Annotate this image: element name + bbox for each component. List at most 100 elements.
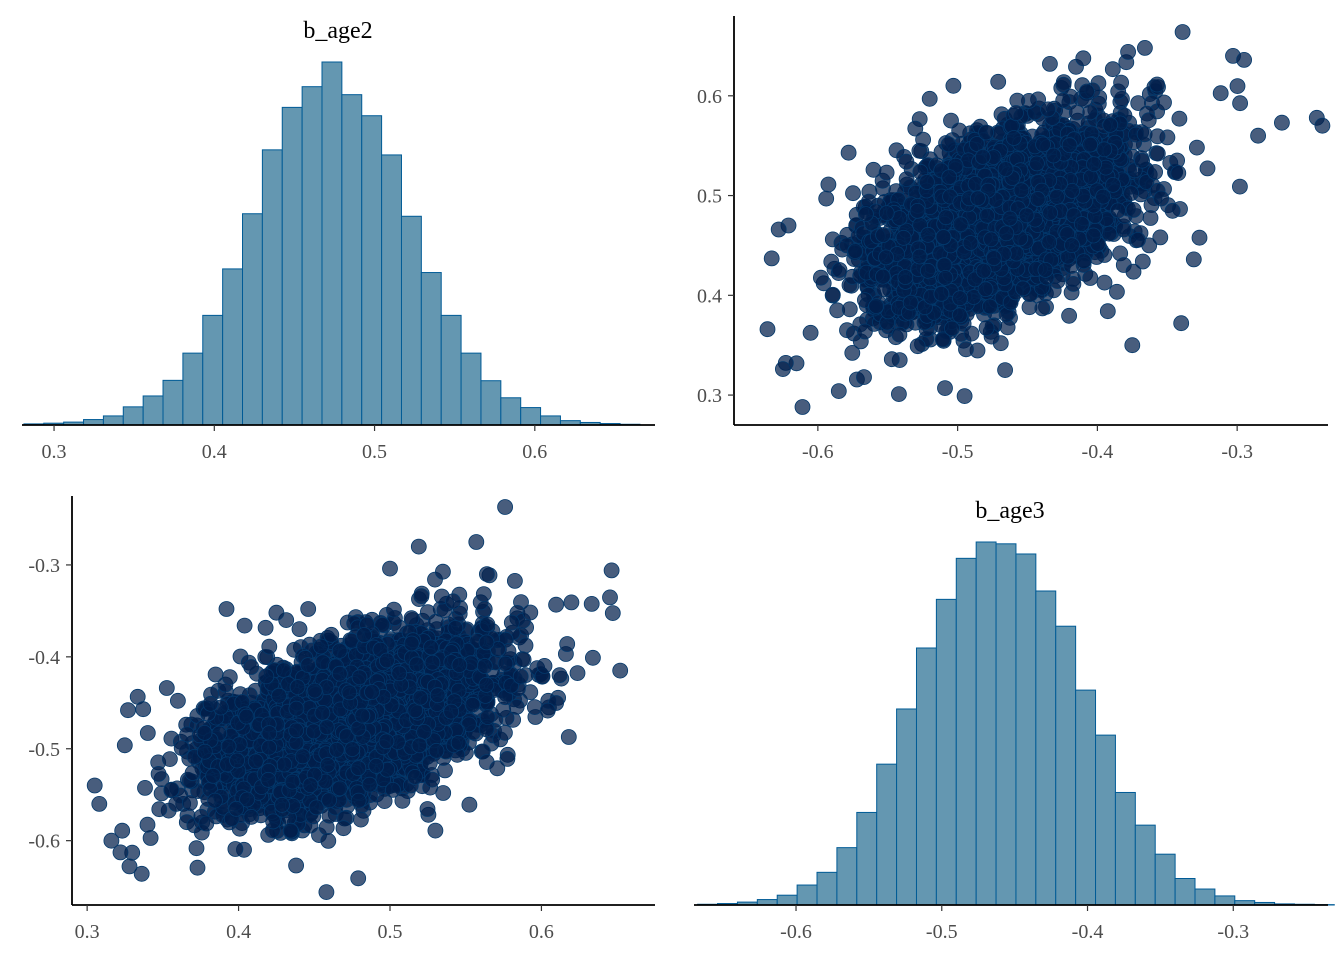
scatter-point xyxy=(1029,191,1046,207)
scatter-point xyxy=(1130,231,1146,248)
scatter-point xyxy=(1212,85,1229,102)
scatter-point xyxy=(1170,165,1187,182)
scatter-point xyxy=(1156,94,1172,111)
x-tick-label: 0.5 xyxy=(362,441,387,463)
scatter-point xyxy=(1096,274,1113,291)
scatter-point xyxy=(1041,234,1058,251)
scatter-point xyxy=(909,338,926,355)
scatter-point xyxy=(978,320,995,336)
scatter-point xyxy=(840,144,857,161)
scatter-point xyxy=(1082,169,1099,186)
scatter-point xyxy=(1152,229,1169,246)
panel-hist-b-age2: b_age2 0.3 0.4 0.5 0.6 xyxy=(22,18,655,463)
y-tick-label: 0.6 xyxy=(697,86,722,108)
scatter-point xyxy=(962,235,979,251)
scatter-point xyxy=(1137,40,1153,56)
scatter-point xyxy=(1082,104,1099,121)
scatter-point xyxy=(1123,185,1139,202)
scatter-point xyxy=(1115,221,1132,238)
scatter-point xyxy=(952,290,968,307)
scatter-point xyxy=(188,840,205,857)
scatter-point xyxy=(1079,83,1095,100)
scatter-point xyxy=(1099,303,1116,320)
scatter-point xyxy=(898,171,915,188)
scatter-point xyxy=(944,320,960,337)
points-scatter-top xyxy=(759,24,1331,415)
scatter-point xyxy=(169,692,186,709)
scatter-point xyxy=(945,77,962,94)
scatter-point xyxy=(941,169,958,186)
scatter-point xyxy=(990,73,1007,90)
histogram-bar xyxy=(341,94,363,426)
scatter-point xyxy=(1173,315,1190,332)
scatter-point xyxy=(1034,300,1051,317)
x-ticks-b-age2: 0.3 0.4 0.5 0.6 xyxy=(42,425,547,463)
scatter-point xyxy=(985,250,1002,267)
histogram-bar xyxy=(202,314,224,426)
histogram-bar xyxy=(361,115,383,426)
scatter-point xyxy=(1140,112,1157,129)
scatter-point xyxy=(1082,136,1098,153)
scatter-point xyxy=(1075,50,1092,67)
histogram-bar xyxy=(321,61,343,426)
scatter-point xyxy=(1125,201,1142,218)
scatter-point xyxy=(958,341,974,358)
scatter-point xyxy=(1029,155,1045,172)
scatter-point xyxy=(895,229,912,246)
scatter-point xyxy=(116,737,133,754)
scatter-point xyxy=(1164,202,1181,219)
scatter-point xyxy=(1124,337,1141,354)
scatter-point xyxy=(1042,56,1058,72)
x-ticks-scatter-top: -0.6 -0.5 -0.4 -0.3 xyxy=(802,425,1253,463)
scatter-point xyxy=(794,399,811,415)
scatter-point xyxy=(763,250,780,267)
scatter-point xyxy=(1008,105,1024,121)
scatter-point xyxy=(909,202,926,219)
scatter-point xyxy=(938,209,954,226)
scatter-point xyxy=(875,268,891,285)
histogram-bar xyxy=(500,397,522,426)
scatter-point xyxy=(878,249,894,266)
scatter-point xyxy=(1109,283,1125,300)
scatter-point xyxy=(802,324,819,341)
scatter-point xyxy=(1274,114,1290,131)
scatter-point xyxy=(975,262,992,279)
x-tick-label: -0.6 xyxy=(802,441,834,463)
scatter-point xyxy=(875,227,891,243)
scatter-point xyxy=(1002,210,1018,227)
scatter-point xyxy=(891,326,908,343)
scatter-point xyxy=(1061,307,1077,324)
histogram-bar xyxy=(261,149,283,426)
scatter-point xyxy=(983,231,999,248)
scatter-point xyxy=(844,344,861,361)
scatter-point xyxy=(1236,52,1252,68)
scatter-point xyxy=(507,573,523,589)
scatter-point xyxy=(1082,270,1099,286)
scatter-point xyxy=(1174,24,1191,40)
scatter-point xyxy=(937,380,953,397)
histogram-bar xyxy=(222,268,244,426)
scatter-point xyxy=(1149,76,1165,93)
scatter-point xyxy=(1229,78,1246,94)
histogram-bar xyxy=(520,407,542,426)
scatter-point xyxy=(1015,280,1031,297)
scatter-point xyxy=(982,298,998,315)
scatter-point xyxy=(1086,156,1102,173)
panel-scatter-top: -0.6 -0.5 -0.4 -0.3 0.30.40.50.6 xyxy=(697,16,1331,463)
histogram-bar xyxy=(480,380,502,426)
scatter-point xyxy=(997,161,1014,178)
bars-b-age2 xyxy=(23,61,641,426)
x-tick-label: 0.6 xyxy=(522,441,547,463)
scatter-point xyxy=(1042,204,1058,221)
scatter-point xyxy=(1120,44,1136,60)
scatter-point xyxy=(820,176,837,193)
scatter-point xyxy=(563,594,580,611)
scatter-point xyxy=(1018,207,1035,224)
scatter-point xyxy=(841,301,858,318)
scatter-point xyxy=(1134,152,1150,169)
scatter-point xyxy=(1153,190,1170,207)
histogram-bar xyxy=(301,86,323,426)
panel-title-b-age2: b_age2 xyxy=(303,18,372,44)
scatter-point xyxy=(818,190,835,207)
